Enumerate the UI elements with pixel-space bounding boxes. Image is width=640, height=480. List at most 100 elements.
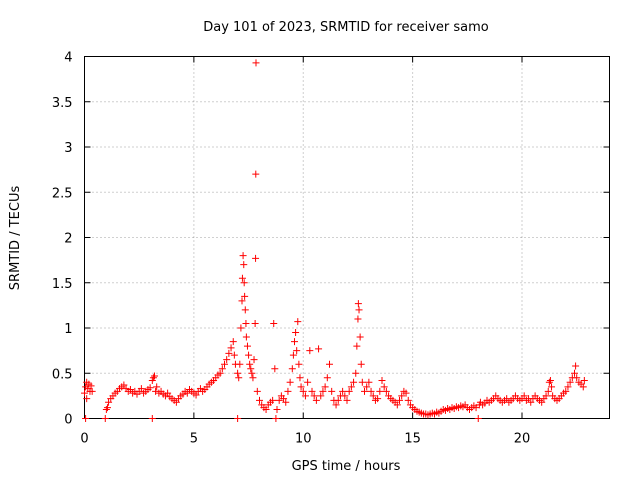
plot-frame	[84, 56, 610, 419]
data-point	[103, 404, 111, 412]
chart-title: Day 101 of 2023, SRMTID for receiver sam…	[203, 20, 489, 35]
data-point	[252, 170, 260, 178]
data-point	[355, 306, 363, 314]
data-point	[323, 374, 331, 382]
data-point	[579, 383, 587, 391]
grid	[84, 56, 610, 419]
data-point	[238, 274, 246, 282]
data-point	[216, 369, 224, 377]
data-point	[334, 396, 342, 404]
data-point	[172, 398, 180, 406]
data-point	[363, 383, 371, 391]
data-point	[262, 405, 270, 413]
data-point	[292, 329, 300, 337]
data-point	[393, 401, 401, 409]
data-point	[253, 387, 261, 395]
data-point	[520, 392, 528, 400]
data-point	[288, 365, 296, 373]
data-point	[357, 360, 365, 368]
y-tick-label: 2	[64, 232, 72, 247]
y-tick-label: 2.5	[52, 186, 73, 201]
data-point	[239, 252, 247, 260]
data-point	[544, 387, 552, 395]
data-point	[328, 387, 336, 395]
data-point	[102, 405, 110, 413]
data-point	[151, 372, 158, 380]
data-point	[294, 318, 302, 326]
data-point	[126, 386, 134, 394]
data-point	[229, 338, 237, 346]
data-point	[332, 401, 340, 409]
data-point	[234, 369, 242, 377]
data-point	[356, 333, 364, 341]
data-point	[339, 387, 347, 395]
data-point	[240, 279, 248, 287]
data-point	[315, 345, 323, 353]
data-point	[299, 387, 307, 395]
data-point	[240, 261, 248, 269]
data-point	[378, 376, 386, 384]
data-point	[573, 374, 581, 382]
data-point	[87, 382, 95, 390]
data-point	[354, 315, 362, 323]
data-point	[380, 383, 388, 391]
data-point	[251, 319, 259, 327]
data-point	[282, 398, 290, 406]
data-point	[306, 347, 314, 355]
data-point	[546, 376, 554, 384]
data-point	[237, 324, 245, 332]
data-point	[297, 383, 305, 391]
data-point	[234, 415, 242, 422]
data-point	[545, 378, 553, 386]
data-point	[284, 387, 292, 395]
data-point	[273, 405, 281, 413]
data-point	[350, 378, 358, 386]
data-point	[474, 415, 482, 422]
data-point	[503, 395, 511, 403]
x-tick-label: 20	[514, 432, 531, 447]
data-point	[242, 333, 250, 341]
data-point	[293, 347, 301, 355]
data-point	[374, 395, 382, 403]
data-point	[225, 349, 233, 357]
data-point	[317, 392, 325, 400]
data-point	[353, 342, 361, 350]
data-point	[241, 306, 249, 314]
data-point	[236, 360, 244, 368]
y-tick-labels: 0 0.5 1 1.5 2 2.5 3 3.5 4	[52, 51, 73, 428]
data-point	[365, 378, 373, 386]
data-point	[256, 396, 263, 404]
data-point	[369, 392, 377, 400]
x-axis-title: GPS time / hours	[292, 459, 401, 474]
data-point	[218, 365, 226, 373]
data-point	[361, 387, 368, 395]
data-point	[347, 383, 355, 391]
data-point	[352, 369, 360, 377]
data-point	[120, 381, 128, 389]
data-point	[548, 383, 556, 391]
axis-ticks	[84, 56, 610, 419]
data-point	[312, 396, 320, 404]
data-point	[382, 387, 390, 395]
data-point	[542, 392, 550, 400]
data-point	[326, 360, 333, 368]
data-point	[245, 351, 253, 359]
data-point	[572, 362, 580, 370]
data-point	[341, 392, 349, 400]
data-point	[562, 387, 570, 395]
data-point	[248, 369, 256, 377]
data-point	[249, 374, 257, 382]
x-tick-label: 15	[404, 432, 421, 447]
y-tick-label: 1.5	[52, 277, 73, 292]
data-point	[321, 383, 329, 391]
data-point	[235, 374, 243, 382]
data-point	[227, 344, 235, 352]
data-point	[247, 365, 255, 373]
data-point	[243, 342, 251, 350]
data-point	[241, 292, 249, 300]
data-point	[367, 387, 375, 395]
data-point	[271, 365, 279, 373]
data-point	[81, 389, 88, 397]
data-point	[252, 254, 260, 262]
